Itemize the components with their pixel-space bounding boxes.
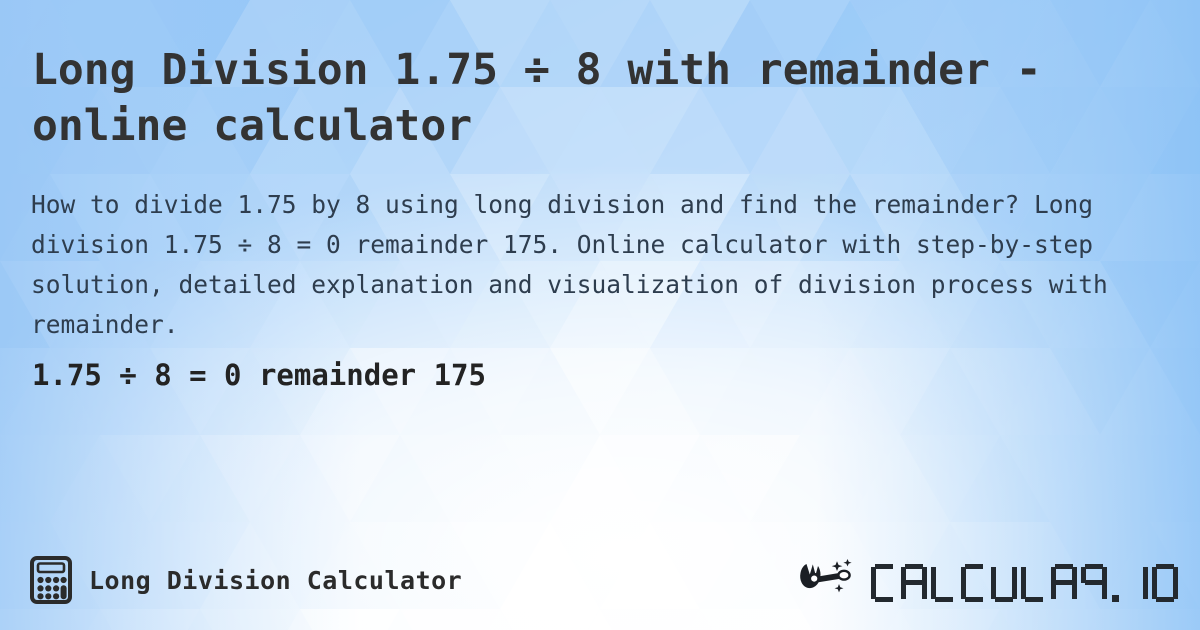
- site-logo[interactable]: [799, 552, 1178, 608]
- calculator-icon: [30, 556, 72, 604]
- logo-letter-c: [871, 564, 897, 602]
- hand-magic-wand-icon-svg: [800, 559, 852, 593]
- logo-letter-dot: [1111, 564, 1122, 602]
- page-title: Long Division 1.75 ÷ 8 with remainder - …: [32, 45, 1068, 151]
- logo-letter-t: [1081, 564, 1107, 602]
- logo-letter-c2: [961, 564, 987, 602]
- brand-name: Long Division Calculator: [89, 565, 463, 595]
- footer-brand: Long Division Calculator: [30, 552, 462, 608]
- logo-letter-o: [1152, 564, 1178, 602]
- logo-letter-a: [901, 564, 927, 602]
- logo-letter-i: [1126, 564, 1148, 602]
- logo-letter-u: [991, 564, 1017, 602]
- hand-magic-wand-icon: [799, 558, 865, 602]
- calculator-icon-svg: [30, 556, 72, 604]
- logo-letter-l: [931, 564, 957, 602]
- logo-wordmark: [871, 558, 1178, 602]
- logo-letter-a2: [1051, 564, 1077, 602]
- logo-letter-l2: [1021, 564, 1047, 602]
- page-description: How to divide 1.75 by 8 using long divis…: [31, 190, 1108, 339]
- result-expression: 1.75 ÷ 8 = 0 remainder 175: [32, 358, 486, 392]
